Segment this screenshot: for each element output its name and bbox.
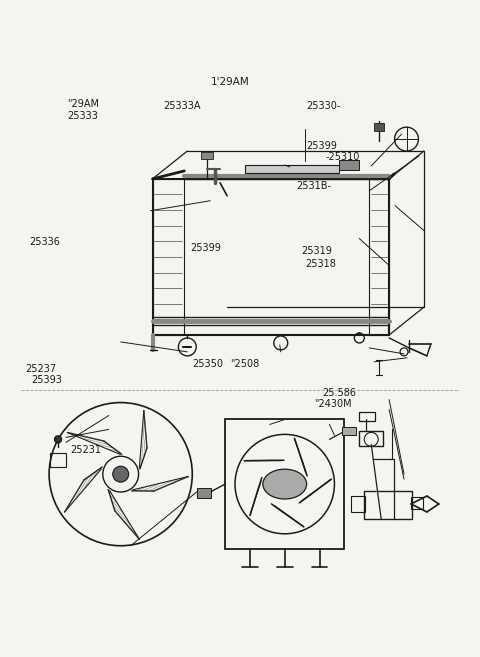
- Text: -25310: -25310: [326, 152, 360, 162]
- Bar: [197, 488, 211, 498]
- Circle shape: [113, 466, 129, 482]
- Bar: [360, 411, 375, 421]
- Text: 2531B-: 2531B-: [296, 181, 331, 191]
- Ellipse shape: [263, 469, 307, 499]
- Text: 25.586: 25.586: [322, 388, 356, 397]
- Text: 25393: 25393: [31, 375, 62, 385]
- Bar: [364, 491, 412, 519]
- Text: 1'29AM: 1'29AM: [211, 77, 250, 87]
- Bar: [225, 419, 344, 549]
- Bar: [369, 179, 389, 335]
- Bar: [411, 497, 423, 509]
- Bar: [342, 428, 356, 436]
- Text: 25333: 25333: [67, 110, 98, 120]
- Text: 25399: 25399: [190, 243, 221, 253]
- Bar: [153, 179, 389, 335]
- Text: 25231: 25231: [71, 445, 102, 455]
- Text: 25237: 25237: [25, 364, 56, 374]
- Text: "29AM: "29AM: [67, 99, 99, 110]
- Bar: [245, 165, 339, 173]
- Text: 25330-: 25330-: [306, 101, 340, 112]
- Text: 25399: 25399: [306, 141, 337, 151]
- Text: 25318: 25318: [305, 260, 336, 269]
- Text: 25333A: 25333A: [164, 101, 201, 112]
- Bar: [339, 160, 360, 170]
- Text: 25350: 25350: [192, 359, 223, 369]
- Circle shape: [55, 436, 61, 443]
- Text: 25319: 25319: [301, 246, 332, 256]
- Text: "2508: "2508: [230, 359, 260, 369]
- Bar: [201, 152, 213, 159]
- Text: "2430M: "2430M: [314, 399, 351, 409]
- Bar: [50, 453, 66, 467]
- Bar: [360, 432, 383, 446]
- Bar: [374, 124, 384, 131]
- Bar: [351, 496, 365, 512]
- Bar: [153, 179, 184, 335]
- Text: 25336: 25336: [29, 237, 60, 247]
